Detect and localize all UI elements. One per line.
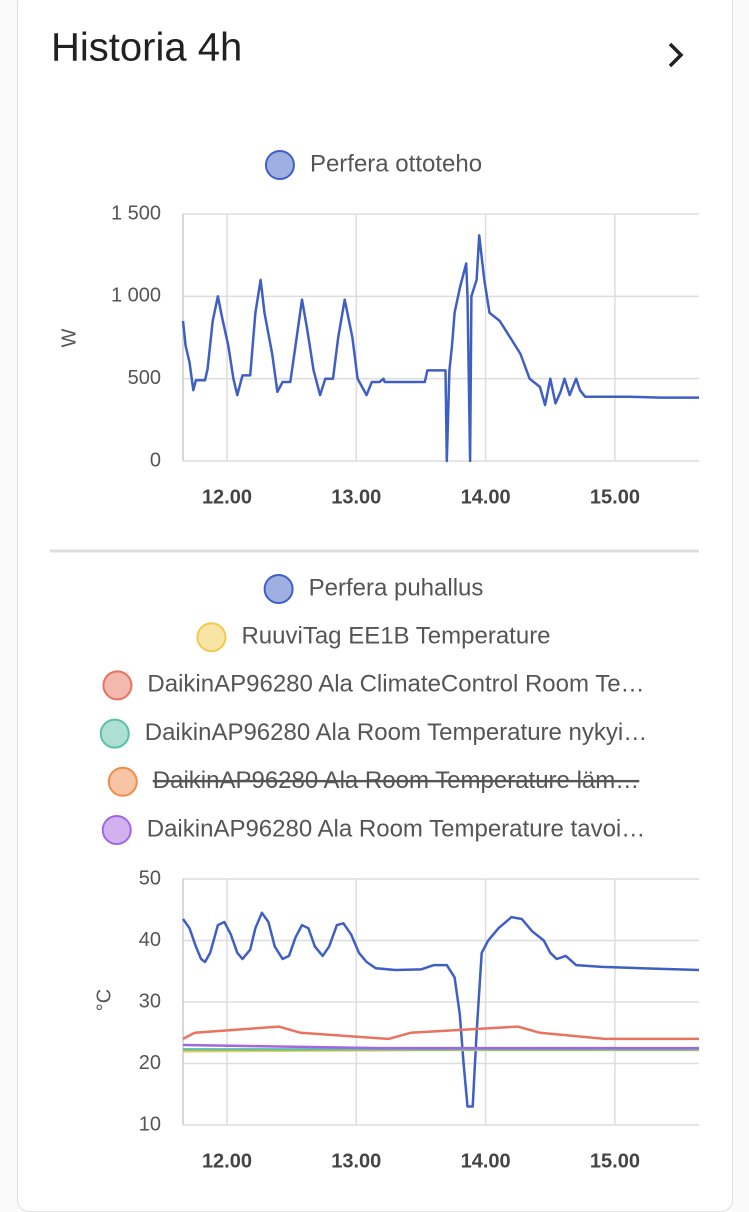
legend-label[interactable]: DaikinAP96280 Ala Room Temperature nykyi…: [145, 719, 647, 746]
x-tick-label: 13.00: [331, 486, 381, 508]
legend-label[interactable]: DaikinAP96280 Ala Room Temperature läm…: [153, 767, 639, 794]
more-chevron[interactable]: [668, 42, 684, 68]
y-tick-label: 1 500: [111, 202, 161, 224]
x-tick-label: 15.00: [590, 486, 640, 508]
legend-label[interactable]: RuuviTag EE1B Temperature: [241, 623, 550, 650]
y-tick-label: 40: [139, 929, 161, 951]
series-line: [182, 1025, 699, 1041]
x-tick-label: 12.00: [202, 1150, 252, 1172]
series-line: [182, 1043, 699, 1050]
legend-marker: [99, 718, 130, 749]
legend-marker: [101, 815, 132, 845]
y-tick-label: 10: [139, 1113, 161, 1135]
y-axis-label: W: [58, 328, 80, 347]
x-tick-label: 14.00: [461, 486, 511, 508]
y-tick-label: 500: [128, 367, 161, 389]
card-title: Historia 4h: [51, 26, 242, 70]
legend-marker: [263, 574, 294, 604]
legend-marker: [264, 150, 295, 180]
legend-label[interactable]: Perfera ottoteho: [310, 150, 482, 177]
y-tick-label: 1 000: [111, 285, 161, 307]
x-tick-label: 15.00: [590, 1150, 640, 1172]
y-tick-label: 20: [139, 1052, 161, 1074]
x-tick-label: 13.00: [331, 1150, 381, 1172]
series-line: [181, 911, 700, 1108]
y-tick-label: 50: [139, 867, 161, 889]
x-tick-label: 12.00: [202, 486, 252, 508]
legend-label[interactable]: DaikinAP96280 Ala Room Temperature tavoi…: [147, 815, 646, 842]
legend-marker: [107, 766, 138, 797]
x-tick-label: 14.00: [461, 1150, 511, 1172]
y-axis-label: °C: [93, 989, 115, 1011]
y-tick-label: 0: [150, 449, 161, 471]
legend-marker: [102, 670, 133, 701]
series-line: [181, 234, 699, 463]
history-card: [17, 0, 733, 1212]
y-tick-label: 30: [139, 990, 161, 1012]
legend-label[interactable]: DaikinAP96280 Ala ClimateControl Room Te…: [147, 671, 644, 698]
legend-marker: [196, 622, 227, 653]
legend-label[interactable]: Perfera puhallus: [309, 574, 484, 601]
